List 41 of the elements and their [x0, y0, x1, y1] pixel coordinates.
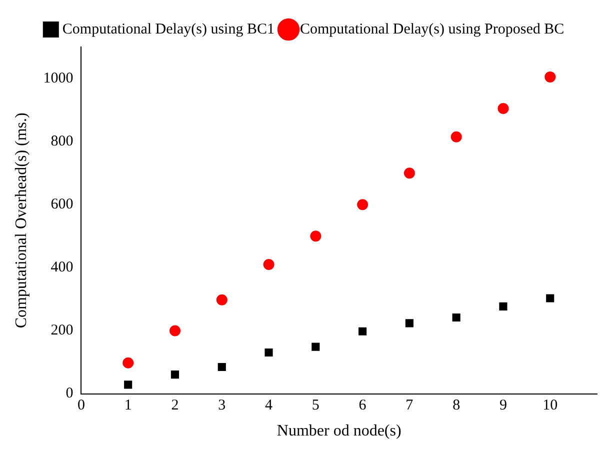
point: [124, 380, 132, 389]
y-tick-label: 0: [66, 386, 74, 402]
legend-label: Computational Delay(s) using Proposed BC: [300, 21, 564, 38]
point: [122, 357, 134, 368]
point: [263, 259, 274, 270]
point: [546, 294, 554, 302]
point: [357, 199, 368, 210]
y-tick-label: 400: [50, 260, 74, 276]
point: [499, 302, 508, 311]
point: [312, 342, 320, 351]
x-tick-label: 2: [171, 398, 179, 414]
y-tick-label: 800: [50, 134, 74, 150]
point: [169, 325, 180, 336]
point: [544, 71, 556, 82]
x-tick-label: 1: [124, 398, 132, 414]
point: [498, 102, 509, 114]
y-tick-label: 200: [50, 322, 74, 339]
point: [216, 294, 228, 306]
x-tick-label: 5: [312, 398, 320, 414]
y-axis-title: Computational Overhead(s) (ms.): [12, 112, 30, 328]
point: [358, 327, 367, 336]
legend-label: Computational Delay(s) using BC1: [62, 21, 274, 38]
point: [450, 131, 462, 142]
point: [264, 348, 273, 357]
x-tick-label: 0: [77, 398, 85, 414]
point: [218, 362, 226, 372]
x-tick-label: 10: [542, 398, 558, 414]
point: [170, 370, 180, 379]
point: [405, 319, 414, 328]
x-tick-label: 3: [218, 398, 226, 414]
x-tick-label: 4: [265, 398, 274, 414]
x-axis-title: Number od node(s): [276, 422, 402, 440]
x-tick-label: 8: [452, 398, 460, 414]
x-tick-label: 7: [406, 398, 414, 414]
point: [452, 313, 460, 322]
x-tick-label: 6: [358, 398, 367, 414]
point: [310, 230, 322, 242]
point: [404, 168, 415, 179]
x-tick-label: 9: [499, 398, 507, 414]
y-tick-label: 600: [50, 196, 74, 213]
y-tick-label: 1000: [43, 70, 74, 86]
